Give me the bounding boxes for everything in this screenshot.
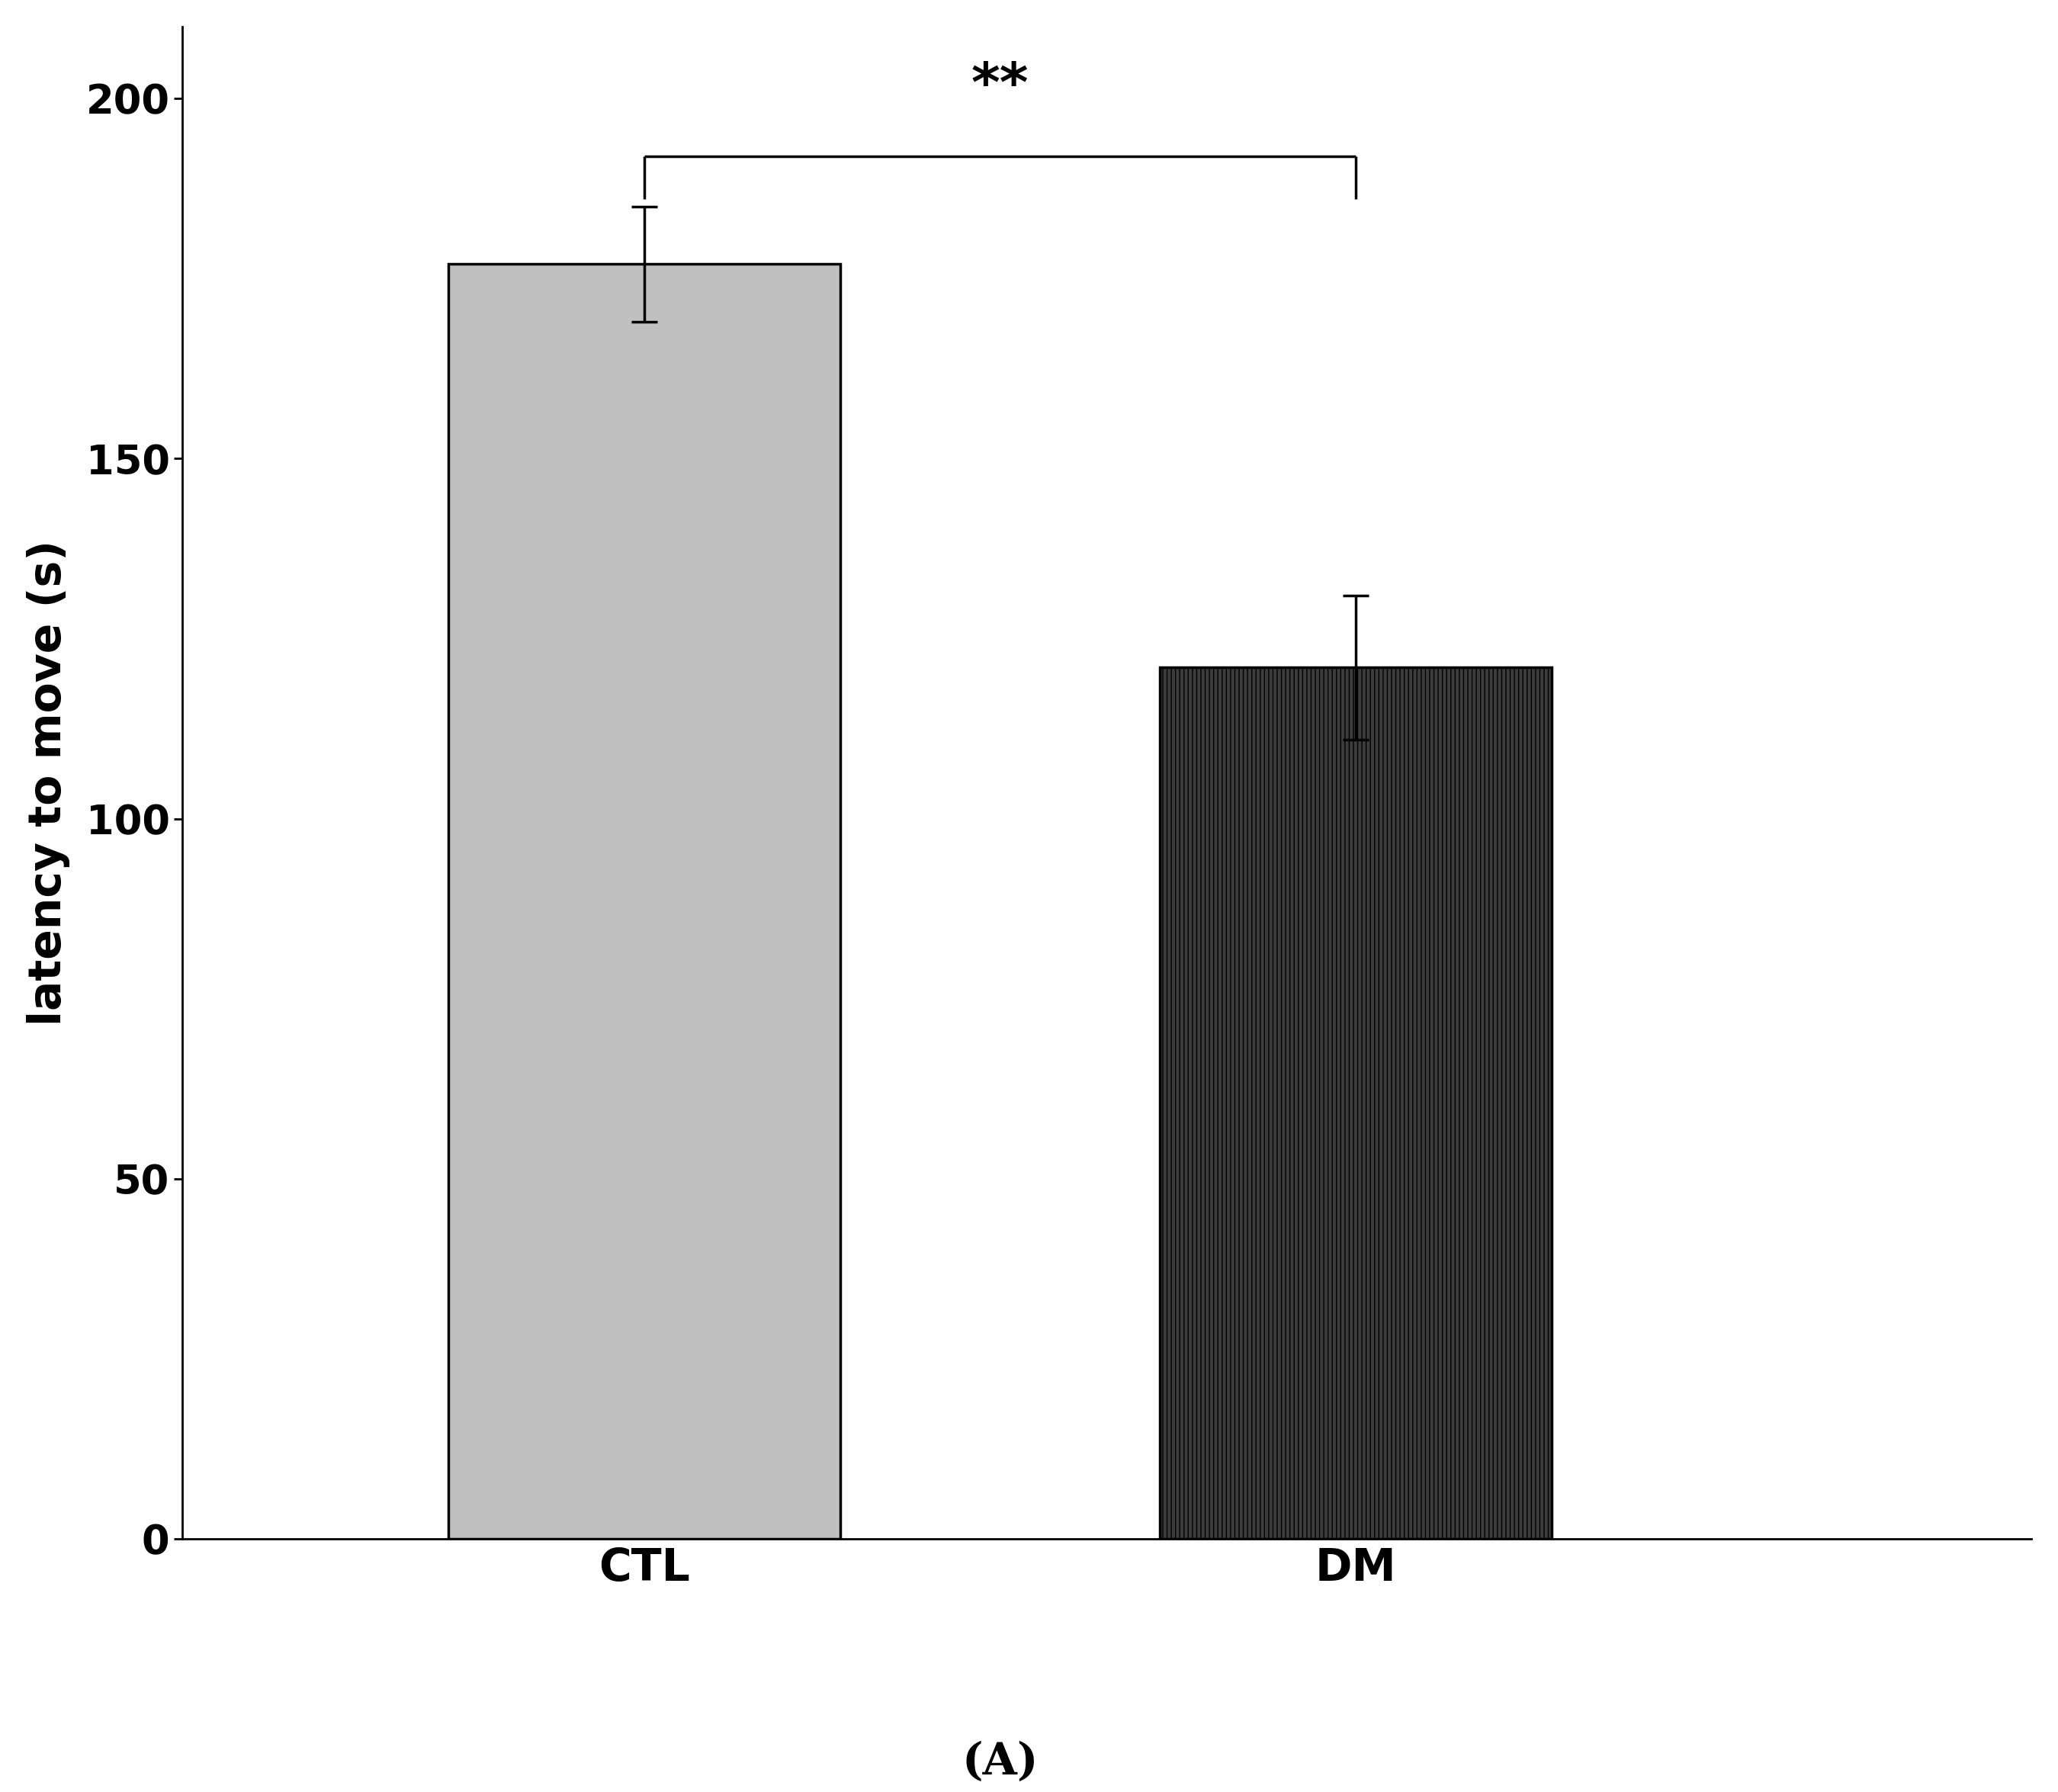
Text: **: ** xyxy=(971,61,1029,113)
Bar xyxy=(449,263,840,1539)
Text: (A): (A) xyxy=(961,1740,1037,1783)
Y-axis label: latency to move (s): latency to move (s) xyxy=(27,539,70,1025)
Bar xyxy=(1161,667,1552,1539)
